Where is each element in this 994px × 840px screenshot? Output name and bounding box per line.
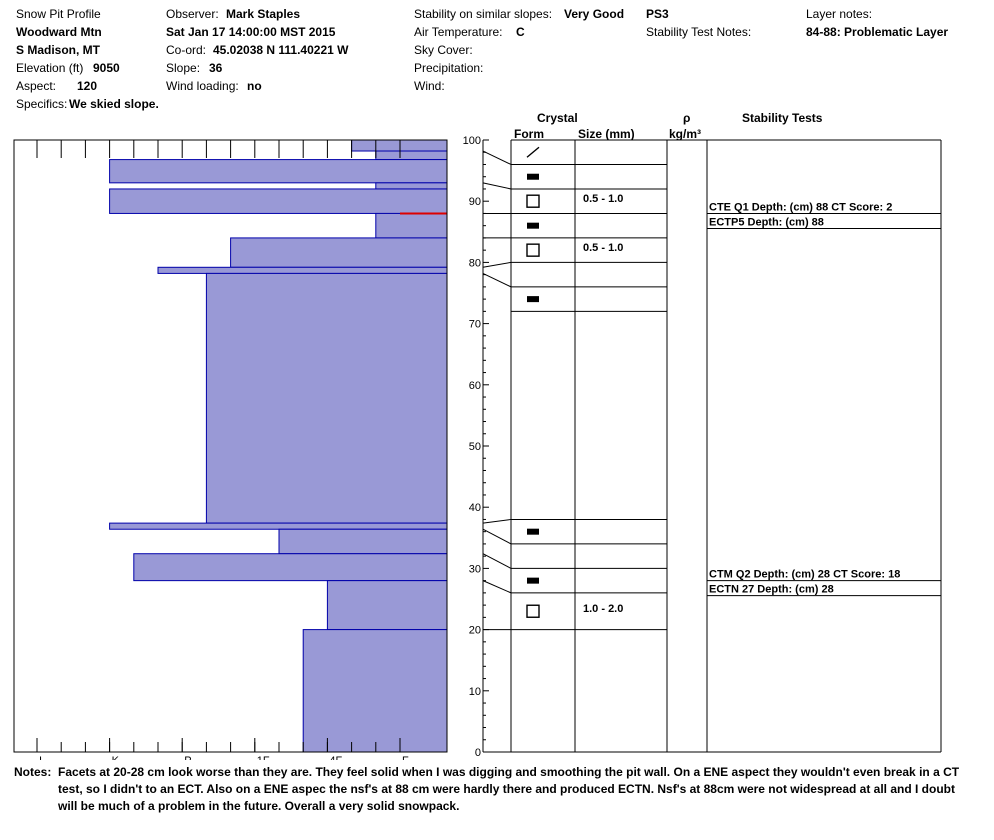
depth-tick-label: 80 bbox=[469, 257, 481, 269]
region-name: S Madison, MT bbox=[16, 43, 100, 57]
hardness-axis-label: F bbox=[402, 755, 409, 760]
stability-tests-column: CTE Q1 Depth: (cm) 88 CT Score: 2 ECTP5 D… bbox=[707, 201, 941, 597]
aspect-label: Aspect: bbox=[16, 79, 57, 93]
hardness-layer-bar bbox=[205, 272, 448, 524]
crystal-form-filled-rect-icon bbox=[527, 528, 539, 535]
crystal-form-filled-rect-icon bbox=[527, 173, 539, 180]
stability-label: Stability on similar slopes: bbox=[414, 7, 553, 21]
depth-tick-label: 100 bbox=[463, 135, 481, 147]
datetime: Sat Jan 17 14:00:00 MST 2015 bbox=[166, 25, 336, 39]
depth-tick-label: 50 bbox=[469, 441, 481, 453]
specifics-value: We skied slope. bbox=[69, 97, 159, 111]
depth-tick-label: 40 bbox=[469, 502, 481, 514]
stability-value: Very Good bbox=[564, 7, 625, 21]
page-title: Snow Pit Profile bbox=[16, 7, 101, 21]
hardness-layer-bar bbox=[230, 237, 448, 268]
hardness-layer-bar bbox=[157, 266, 448, 274]
hardness-layer-bar bbox=[109, 159, 448, 184]
stability-notes-label: Stability Test Notes: bbox=[646, 25, 752, 39]
hardness-layer-bar bbox=[351, 139, 448, 152]
observer-label: Observer: bbox=[166, 7, 219, 21]
hardness-axis-label: I bbox=[39, 755, 42, 760]
stability-test-label: CTE Q1 Depth: (cm) 88 CT Score: 2 bbox=[709, 201, 892, 213]
layer-notes-label: Layer notes: bbox=[806, 7, 873, 21]
observer-value: Mark Staples bbox=[226, 7, 301, 21]
density-symbol: ρ bbox=[683, 111, 691, 125]
layer-connector bbox=[482, 182, 512, 190]
layer-connector bbox=[482, 272, 512, 288]
hardness-layer-bar bbox=[278, 528, 448, 555]
wind-loading-label: Wind loading: bbox=[166, 79, 239, 93]
hardness-axis-label: P bbox=[184, 755, 191, 760]
layer-notes-value: 84-88: Problematic Layer bbox=[806, 25, 949, 39]
hardness-layer-bar bbox=[109, 522, 448, 530]
hardness-layer-bar bbox=[109, 188, 448, 214]
crystal-form-open-square-icon bbox=[526, 194, 540, 208]
depth-tick-label: 30 bbox=[469, 563, 481, 575]
depth-tick-label: 20 bbox=[469, 625, 481, 637]
hardness-layer-bar bbox=[375, 212, 448, 239]
hardness-frame: I K P 1F 4F F bbox=[13, 139, 448, 760]
coord-label: Co-ord: bbox=[166, 43, 207, 57]
stability-test-label: ECTN 27 Depth: (cm) 28 bbox=[709, 584, 834, 596]
grain-size-label: 0.5 - 1.0 bbox=[583, 193, 623, 205]
crystal-form-filled-rect-icon bbox=[527, 577, 539, 584]
layer-connector bbox=[482, 528, 512, 545]
notes: Notes: Facets at 20-28 cm look worse tha… bbox=[14, 764, 964, 815]
grain-size-label: 0.5 - 1.0 bbox=[583, 242, 623, 254]
crystal-form-slash-icon bbox=[526, 146, 540, 158]
depth-axis: 0 10 20 30 40 50 60 70 80 90 100 bbox=[463, 135, 489, 759]
hardness-layer-bar bbox=[302, 629, 448, 753]
snow-profile-chart: I K P 1F 4F F 0 10 20 30 40 50 60 70 80 90 100 0.5 - 1.… bbox=[13, 135, 942, 760]
layer-connector bbox=[482, 518, 512, 524]
hardness-layer-bar bbox=[326, 580, 448, 631]
slope-label: Slope: bbox=[166, 61, 201, 75]
specifics-label: Specifics: bbox=[16, 97, 68, 111]
hardness-layer-bar bbox=[133, 553, 448, 582]
notes-label: Notes: bbox=[14, 765, 52, 779]
notes-text: Facets at 20-28 cm look worse than they … bbox=[58, 765, 960, 813]
form-header: Form bbox=[514, 127, 544, 141]
density-unit: kg/m³ bbox=[669, 127, 702, 141]
air-temp-value: C bbox=[516, 25, 525, 39]
stability-test-label: ECTP5 Depth: (cm) 88 bbox=[709, 216, 824, 228]
coord-value: 45.02038 N 111.40221 W bbox=[213, 43, 349, 57]
hardness-axis-label: K bbox=[112, 755, 120, 760]
crystal-form-open-square-icon bbox=[526, 243, 540, 257]
aspect-value: 120 bbox=[77, 79, 98, 93]
hardness-layer-bar bbox=[375, 150, 448, 161]
depth-tick-label: 10 bbox=[469, 686, 481, 698]
depth-tick-label: 90 bbox=[469, 196, 481, 208]
stability-tests-header: Stability Tests bbox=[742, 111, 823, 125]
wind-label: Wind: bbox=[414, 79, 445, 93]
location-name: Woodward Mtn bbox=[16, 25, 102, 39]
size-header: Size (mm) bbox=[578, 127, 635, 141]
stability-test-label: CTM Q2 Depth: (cm) 28 CT Score: 18 bbox=[709, 569, 900, 581]
crystal-header: Crystal bbox=[537, 111, 578, 125]
elevation-value: 9050 bbox=[93, 61, 120, 75]
hardness-axis-label: 4F bbox=[329, 755, 342, 760]
sky-cover-label: Sky Cover: bbox=[414, 43, 473, 57]
hardness-layer-bar bbox=[375, 182, 448, 190]
layer-connector bbox=[482, 580, 512, 594]
layer-connector bbox=[482, 553, 512, 569]
depth-tick-label: 60 bbox=[469, 380, 481, 392]
wind-loading-value: no bbox=[247, 79, 262, 93]
depth-tick-label: 0 bbox=[475, 747, 481, 759]
ps-value: PS3 bbox=[646, 7, 669, 21]
crystal-form-filled-rect-icon bbox=[527, 222, 539, 229]
slope-value: 36 bbox=[209, 61, 223, 75]
precipitation-label: Precipitation: bbox=[414, 61, 484, 75]
layer-connector bbox=[482, 261, 512, 268]
hardness-axis-label: 1F bbox=[257, 755, 270, 760]
elevation-label: Elevation (ft) bbox=[16, 61, 84, 75]
grain-size-label: 1.0 - 2.0 bbox=[583, 603, 623, 615]
crystal-form-open-square-icon bbox=[526, 604, 540, 618]
grain-table: 0.5 - 1.0 0.5 - 1.0 1.0 - 2.0 bbox=[482, 139, 942, 753]
crystal-form-filled-rect-icon bbox=[527, 296, 539, 303]
layer-connector bbox=[482, 150, 512, 165]
hardness-profile bbox=[109, 139, 448, 753]
depth-tick-label: 70 bbox=[469, 319, 481, 331]
air-temp-label: Air Temperature: bbox=[414, 25, 503, 39]
